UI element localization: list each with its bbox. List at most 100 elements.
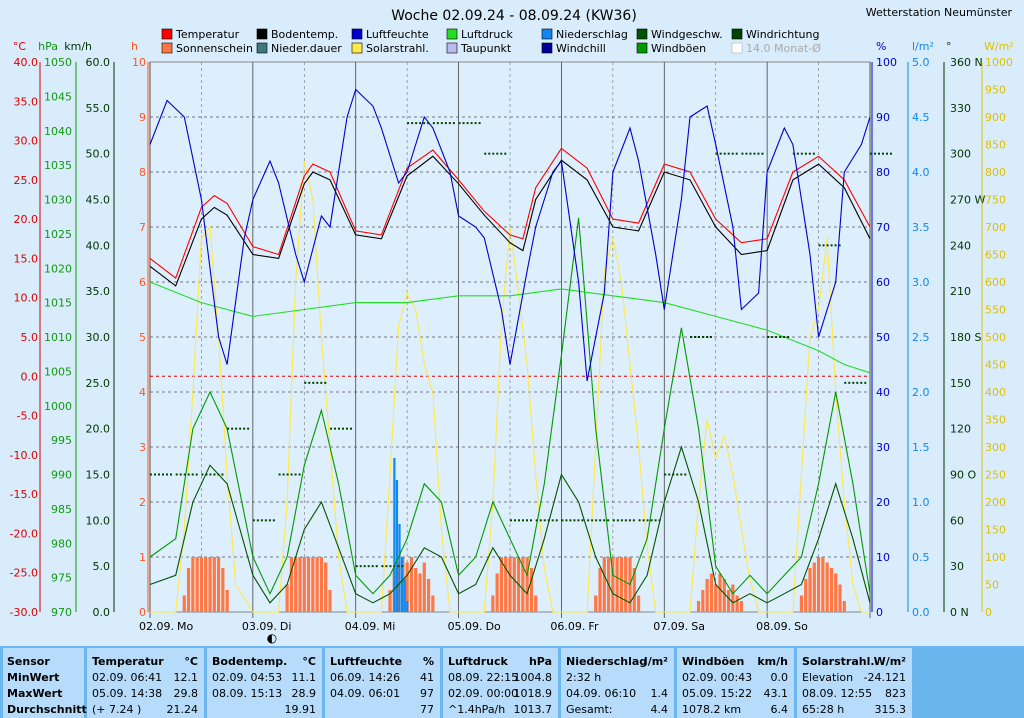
wind-direction-dot	[440, 122, 443, 125]
sunshine-bar	[221, 568, 225, 612]
axis-tick-solar: 1000	[985, 56, 1013, 69]
stats-cell-label: 2:32 h	[566, 671, 602, 684]
axis-unit-direction: °	[946, 40, 952, 53]
wind-direction-dot	[654, 519, 657, 522]
humidity-line	[149, 88, 871, 382]
sunshine-bar	[842, 601, 846, 612]
wind-direction-dot	[231, 427, 234, 430]
precip-bar	[393, 458, 396, 612]
precip-bar	[403, 579, 406, 612]
stats-cell-value: 1.4	[650, 687, 669, 700]
temperature-line	[149, 147, 871, 279]
wind-direction-dot	[330, 427, 332, 430]
wind-direction-dot	[375, 565, 378, 568]
axis-tick-solar: 850	[985, 139, 1006, 152]
wind-direction-dot	[878, 152, 880, 155]
axis-tick-pressure: 1015	[44, 297, 72, 310]
wind-direction-dot	[510, 519, 512, 522]
axis-tick-temperature: 40.0	[14, 56, 39, 69]
wind-direction-dot	[401, 565, 404, 568]
wind-direction-dot	[800, 152, 803, 155]
axis-unit-solar: W/m²	[984, 40, 1014, 53]
wind-direction-dot	[272, 519, 275, 522]
x-tick-day: Do	[486, 620, 501, 633]
sunshine-bar	[294, 557, 298, 612]
wind-direction-dot	[658, 519, 661, 522]
wind-direction-dot	[787, 336, 790, 338]
axis-tick-solar: 50	[985, 579, 999, 592]
stats-cell-label: 04.09. 06:10	[566, 687, 637, 700]
sunshine-bar	[718, 573, 722, 612]
wind-direction-dot	[320, 381, 323, 384]
chart-title: Woche 02.09.24 - 08.09.24 (KW36)	[391, 8, 637, 24]
stats-cell-value: 19.91	[284, 703, 317, 716]
wind-direction-dot	[882, 152, 884, 155]
sunshine-bar	[204, 557, 208, 612]
wind-gusts-line	[149, 217, 871, 596]
axis-tick-pressure: 1025	[44, 228, 72, 241]
axis-tick-wind: 55.0	[86, 102, 111, 115]
axis-tick-direction: 240	[950, 239, 971, 252]
wind-direction-dot	[838, 244, 841, 247]
stats-column-unit: W/m²	[873, 655, 906, 668]
legend-swatch-dewpoint	[446, 42, 458, 54]
station-name: Wetterstation Neumünster	[866, 6, 1013, 19]
label-sensor: Sensor	[7, 655, 50, 668]
axis-tick-temperature: -5.0	[17, 410, 38, 423]
stats-column: Niederschlag l/m² 2:32 h 04.09. 06:10 1.4 Ges…	[561, 648, 674, 718]
stats-cell-label: Gesamt:	[566, 703, 613, 716]
wind-direction-dot	[860, 381, 863, 384]
wind-direction-dot	[826, 244, 829, 247]
sunshine-bar	[799, 595, 804, 612]
sunshine-bar	[735, 595, 739, 612]
axis-tick-solar: 650	[985, 249, 1006, 262]
wind-direction-dot	[312, 381, 315, 384]
legend-label-windchill: Windchill	[556, 42, 606, 55]
wind-direction-dot	[179, 473, 182, 476]
axis-tick-wind: 5.0	[93, 560, 111, 573]
stats-cell-value: 28.9	[291, 687, 317, 700]
axis-tick-wind: 40.0	[86, 239, 111, 252]
stats-cell-label: 02.09. 00:43	[682, 671, 753, 684]
axis-tick-precip: 3.5	[912, 221, 930, 234]
legend-swatch-precip_duration	[256, 42, 268, 54]
legend-swatch-pressure	[446, 28, 458, 40]
sunshine-bar	[405, 562, 409, 612]
sunshine-bar	[529, 568, 534, 612]
stats-column: Luftdruck hPa 08.09. 22:15 1004.8 02.09. 00:…	[443, 648, 558, 718]
wind-direction-dot	[830, 244, 833, 247]
wind-direction-dot	[252, 519, 255, 522]
wind-direction-dot	[282, 473, 285, 476]
axis-tick-temperature: 25.0	[14, 174, 39, 187]
axis-tick-precip: 0.0	[912, 606, 930, 619]
wind-direction-dot	[227, 427, 230, 430]
wind-direction-dot	[432, 122, 435, 125]
axis-tick-pressure: 1000	[44, 400, 72, 413]
wind-direction-dot	[668, 473, 671, 476]
sunshine-bar	[422, 562, 426, 612]
wind-direction-dot	[298, 473, 301, 476]
axis-tick-sunshine: 3	[139, 441, 146, 454]
axis-tick-solar: 700	[985, 221, 1006, 234]
wind-direction-dot	[612, 519, 615, 522]
stats-cell-value: 1004.8	[513, 671, 553, 684]
sunshine-bar	[525, 557, 529, 612]
axis-tick-pressure: 985	[51, 503, 72, 516]
wind-direction-dot	[338, 427, 340, 430]
axis-tick-direction: 180 S	[950, 331, 981, 344]
axis-unit-pressure: hPa	[38, 40, 58, 53]
legend-swatch-temperature	[161, 28, 173, 40]
wind-direction-dot	[603, 519, 606, 522]
wind-direction-dot	[642, 519, 645, 522]
wind-direction-dot	[359, 565, 362, 568]
stats-column-title: Windböen	[682, 655, 745, 668]
wind-direction-dot	[355, 565, 358, 568]
wind-direction-dot	[761, 152, 764, 155]
soil-temperature-line	[149, 155, 871, 287]
wind-direction-dot	[595, 519, 598, 522]
wind-direction-dot	[334, 427, 336, 430]
wind-direction-dot	[448, 122, 451, 125]
sunshine-bar	[426, 579, 431, 612]
axis-tick-sunshine: 0	[139, 606, 146, 619]
legend-swatch-windspeed	[636, 28, 648, 40]
